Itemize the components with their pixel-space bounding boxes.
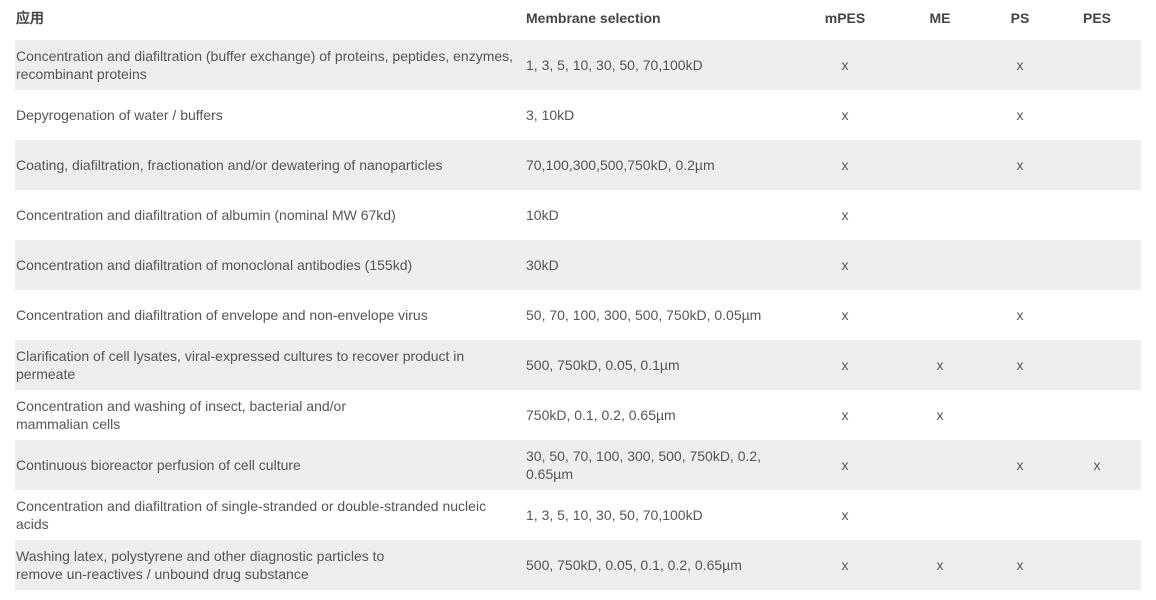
pes-cell [1045, 290, 1141, 340]
application-cell: Continuous bioreactor perfusion of cell … [15, 440, 521, 490]
ps-cell: x [1016, 307, 1024, 323]
header-row: 应用 Membrane selection mPES ME PS PES [15, 0, 1141, 40]
mpes-cell: x [841, 307, 849, 323]
mpes-cell: x [805, 40, 885, 90]
table-row: Concentration and diafiltration of singl… [15, 490, 1141, 540]
table-row: Concentration and diafiltration of envel… [15, 290, 1141, 340]
application-cell: Washing latex, polystyrene and other dia… [15, 540, 521, 590]
ps-cell [995, 240, 1045, 290]
me-cell [885, 290, 995, 340]
membrane-cell: 30kD [521, 240, 805, 290]
mpes-cell: x [805, 440, 885, 490]
me-cell [885, 140, 995, 190]
membrane-selection-table: 应用 Membrane selection mPES ME PS PES Con… [15, 0, 1141, 590]
header-me: ME [929, 9, 951, 26]
table-row: Washing latex, polystyrene and other dia… [15, 540, 1141, 590]
application-cell: Clarification of cell lysates, viral-exp… [15, 340, 521, 390]
membrane-cell: 500, 750kD, 0.05, 0.1, 0.2, 0.65µm [521, 540, 805, 590]
pes-cell [1045, 190, 1141, 240]
application-cell: Depyrogenation of water / buffers [16, 107, 223, 123]
application-cell: Concentration and washing of insect, bac… [16, 398, 346, 432]
header-mpes: mPES [824, 9, 866, 26]
table-row: Clarification of cell lysates, viral-exp… [15, 340, 1141, 390]
application-cell: Concentration and diafiltration of singl… [16, 498, 487, 532]
ps-cell: x [995, 440, 1045, 490]
me-cell [885, 240, 995, 290]
mpes-cell: x [805, 540, 885, 590]
application-cell: Concentration and diafiltration of envel… [16, 307, 428, 323]
mpes-cell: x [841, 407, 849, 423]
application-cell: Concentration and diafiltration of album… [16, 207, 396, 223]
pes-cell [1045, 140, 1141, 190]
pes-cell [1045, 90, 1141, 140]
application-cell: Concentration and diafiltration (buffer … [15, 40, 521, 90]
me-cell [885, 90, 995, 140]
pes-cell [1045, 540, 1141, 590]
membrane-cell: 500, 750kD, 0.05, 0.1µm [521, 340, 805, 390]
pes-cell: x [1045, 440, 1141, 490]
pes-cell [1045, 340, 1141, 390]
membrane-cell: 50, 70, 100, 300, 500, 750kD, 0.05µm [526, 307, 762, 323]
me-cell [885, 40, 995, 90]
me-cell [885, 190, 995, 240]
application-cell: Concentration and diafiltration of monoc… [15, 240, 521, 290]
membrane-cell: 10kD [526, 207, 559, 223]
membrane-cell: 1, 3, 5, 10, 30, 50, 70,100kD [521, 40, 805, 90]
ps-cell: x [995, 340, 1045, 390]
ps-cell: x [995, 140, 1045, 190]
me-cell: x [936, 407, 944, 423]
mpes-cell: x [805, 340, 885, 390]
mpes-cell: x [841, 207, 849, 223]
mpes-cell: x [841, 507, 849, 523]
table-row: Depyrogenation of water / buffers 3, 10kD… [15, 90, 1141, 140]
pes-cell [1045, 240, 1141, 290]
ps-cell: x [995, 40, 1045, 90]
membrane-cell: 750kD, 0.1, 0.2, 0.65µm [526, 407, 676, 423]
ps-cell: x [995, 540, 1045, 590]
membrane-cell: 70,100,300,500,750kD, 0.2µm [521, 140, 805, 190]
header-ps: PS [1010, 9, 1030, 26]
me-cell: x [885, 540, 995, 590]
header-pes: PES [1082, 9, 1111, 26]
ps-cell [995, 490, 1045, 540]
me-cell: x [885, 340, 995, 390]
pes-cell [1045, 390, 1141, 440]
mpes-cell: x [805, 140, 885, 190]
membrane-cell: 3, 10kD [526, 107, 575, 123]
mpes-cell: x [841, 107, 849, 123]
pes-cell [1045, 490, 1141, 540]
membrane-cell: 30, 50, 70, 100, 300, 500, 750kD, 0.2, 0… [521, 440, 805, 490]
pes-cell [1045, 40, 1141, 90]
application-cell: Coating, diafiltration, fractionation an… [15, 140, 521, 190]
me-cell [885, 440, 995, 490]
table-row: Concentration and diafiltration of album… [15, 190, 1141, 240]
ps-cell [995, 190, 1045, 240]
ps-cell [995, 390, 1045, 440]
header-application: 应用 [16, 9, 44, 26]
membrane-cell: 1, 3, 5, 10, 30, 50, 70,100kD [526, 507, 703, 523]
table-row: Concentration and washing of insect, bac… [15, 390, 1141, 440]
table-row: Continuous bioreactor perfusion of cell … [15, 440, 1141, 490]
table-row: Concentration and diafiltration of monoc… [15, 240, 1141, 290]
table-row: Concentration and diafiltration (buffer … [15, 40, 1141, 90]
header-membrane-selection: Membrane selection [526, 9, 661, 26]
me-cell [885, 490, 995, 540]
ps-cell: x [1016, 107, 1024, 123]
table-row: Coating, diafiltration, fractionation an… [15, 140, 1141, 190]
mpes-cell: x [805, 240, 885, 290]
